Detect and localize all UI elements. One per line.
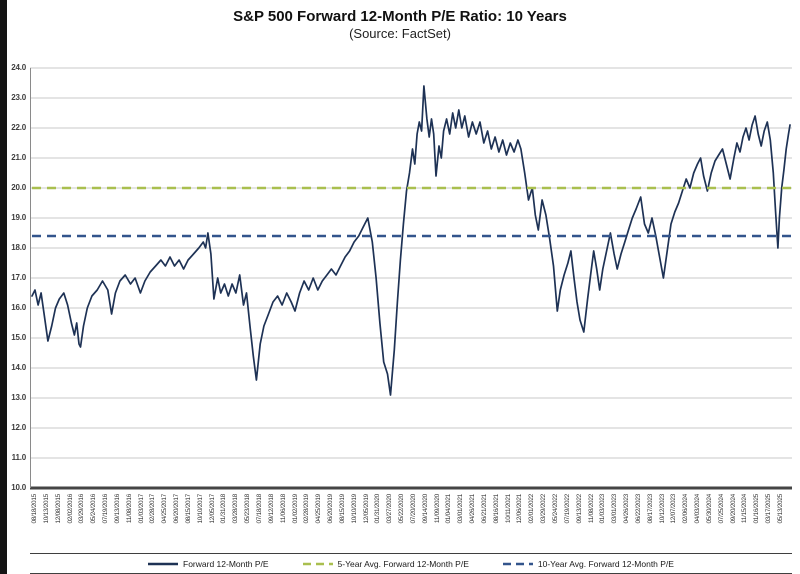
x-axis-label: 04/26/2021 (469, 494, 477, 524)
x-axis-label: 11/06/2018 (279, 494, 287, 524)
x-axis-label: 06/22/2023 (634, 494, 642, 524)
y-axis-label: 17.0 (11, 273, 26, 282)
y-axis-label: 16.0 (11, 303, 26, 312)
x-axis-label: 07/25/2024 (717, 494, 725, 524)
x-axis-label: 07/19/2016 (102, 494, 110, 524)
legend-item: 10-Year Avg. Forward 12-Month P/E (502, 558, 674, 569)
x-axis-label: 03/27/2020 (386, 494, 394, 524)
x-axis-label: 04/25/2019 (315, 494, 323, 524)
x-axis-label: 06/21/2021 (480, 494, 488, 524)
x-axis-label: 03/29/2016 (78, 494, 86, 524)
x-axis-label: 11/09/2020 (433, 494, 441, 524)
x-axis-label: 07/19/2022 (563, 494, 571, 524)
legend-label: 5-Year Avg. Forward 12-Month P/E (337, 558, 469, 569)
x-axis-label: 11/08/2022 (587, 494, 595, 524)
legend-swatch-dashed-line (302, 562, 333, 565)
x-axis-label: 08/16/2021 (492, 494, 500, 524)
y-axis-label: 12.0 (11, 423, 26, 432)
x-axis-label: 02/01/2022 (528, 494, 536, 524)
x-axis-label: 09/13/2022 (575, 494, 583, 524)
x-axis-label: 01/31/2020 (374, 494, 382, 524)
x-axis-label: 05/24/2022 (552, 494, 560, 524)
x-axis-label: 03/17/2025 (765, 494, 773, 524)
x-axis-label: 08/17/2023 (646, 494, 654, 524)
x-axis-label: 12/05/2017 (208, 494, 216, 524)
x-axis-label: 05/22/2020 (398, 494, 406, 524)
x-axis-label: 03/29/2022 (540, 494, 548, 524)
x-axis-label: 10/10/2019 (350, 494, 358, 524)
x-axis-label: 05/13/2025 (777, 494, 784, 524)
y-axis-label: 23.0 (11, 93, 26, 102)
chart-subtitle: (Source: FactSet) (349, 26, 451, 41)
x-axis-label: 05/30/2024 (705, 494, 713, 524)
x-axis-label: 12/05/2019 (362, 494, 370, 524)
x-axis-label: 10/13/2015 (42, 494, 50, 524)
x-axis-label: 07/20/2020 (409, 494, 417, 524)
y-axis-label: 14.0 (11, 363, 26, 372)
x-axis-label: 07/18/2018 (255, 494, 263, 524)
x-axis-label: 01/02/2019 (291, 494, 299, 524)
legend-swatch-solid-line (148, 562, 179, 565)
plot-area (30, 67, 792, 490)
x-axis-label: 06/20/2017 (173, 494, 181, 524)
x-axis-label: 01/16/2025 (753, 494, 761, 524)
x-axis-label: 06/20/2019 (327, 494, 335, 524)
legend-label: 10-Year Avg. Forward 12-Month P/E (537, 558, 674, 569)
legend-label: Forward 12-Month P/E (183, 558, 269, 569)
x-axis-label: 05/23/2018 (244, 494, 252, 524)
x-axis-label: 08/15/2017 (184, 494, 192, 524)
x-axis-label: 01/04/2021 (445, 494, 453, 524)
x-axis-label: 09/14/2020 (421, 494, 429, 524)
legend-swatch-dashed-line (502, 562, 533, 565)
x-axis-label: 02/28/2017 (149, 494, 157, 524)
y-axis-label: 19.0 (11, 213, 26, 222)
x-axis-label: 12/07/2023 (670, 494, 678, 524)
legend-item: 5-Year Avg. Forward 12-Month P/E (302, 558, 469, 569)
x-axis-label: 08/15/2019 (338, 494, 346, 524)
x-axis-label: 09/13/2016 (113, 494, 121, 524)
x-axis-label: 04/03/2024 (694, 494, 702, 524)
y-axis-label: 13.0 (11, 393, 26, 402)
x-axis-label: 10/12/2023 (658, 494, 666, 524)
x-axis-label: 03/28/2018 (232, 494, 240, 524)
x-axis-label: 01/31/2018 (220, 494, 228, 524)
y-axis-label: 18.0 (11, 243, 26, 252)
y-axis-label: 22.0 (11, 123, 26, 132)
x-axis-label: 10/11/2021 (504, 494, 512, 524)
x-axis-label: 12/08/2015 (54, 494, 62, 524)
legend-item: Forward 12-Month P/E (148, 559, 269, 569)
screen-edge-bar (0, 0, 7, 574)
x-axis-label: 11/08/2016 (125, 494, 133, 524)
x-axis-label: 04/26/2023 (623, 494, 631, 524)
x-axis-label: 09/12/2018 (267, 494, 275, 524)
y-axis-label: 24.0 (11, 63, 26, 72)
x-axis-label: 11/15/2024 (741, 494, 749, 524)
y-axis-label: 21.0 (11, 153, 26, 162)
chart-title: S&P 500 Forward 12-Month P/E Ratio: 10 Y… (233, 8, 567, 25)
x-axis-label: 02/02/2016 (66, 494, 74, 524)
y-axis-label: 15.0 (11, 333, 26, 342)
x-axis-label: 03/01/2023 (611, 494, 619, 524)
x-axis-label: 08/18/2015 (31, 494, 38, 524)
x-axis-label: 02/28/2019 (303, 494, 311, 524)
y-axis-label: 11.0 (11, 453, 27, 462)
x-axis-label: 01/03/2023 (599, 494, 607, 524)
x-axis-label: 01/03/2017 (137, 494, 145, 524)
y-axis-label: 20.0 (11, 183, 26, 192)
x-axis-label: 09/20/2024 (729, 494, 737, 524)
x-axis-label: 03/01/2021 (457, 494, 465, 524)
y-axis-label: 10.0 (11, 483, 26, 492)
x-axis-label: 12/06/2021 (516, 494, 524, 524)
x-axis-label: 02/06/2024 (682, 494, 690, 524)
x-axis-label: 10/10/2017 (196, 494, 204, 524)
x-axis-label: 05/24/2016 (90, 494, 98, 524)
forward-pe-line (31, 85, 791, 396)
x-axis-label: 04/25/2017 (161, 494, 169, 524)
legend: Forward 12-Month P/E 5-Year Avg. Forward … (30, 553, 792, 574)
